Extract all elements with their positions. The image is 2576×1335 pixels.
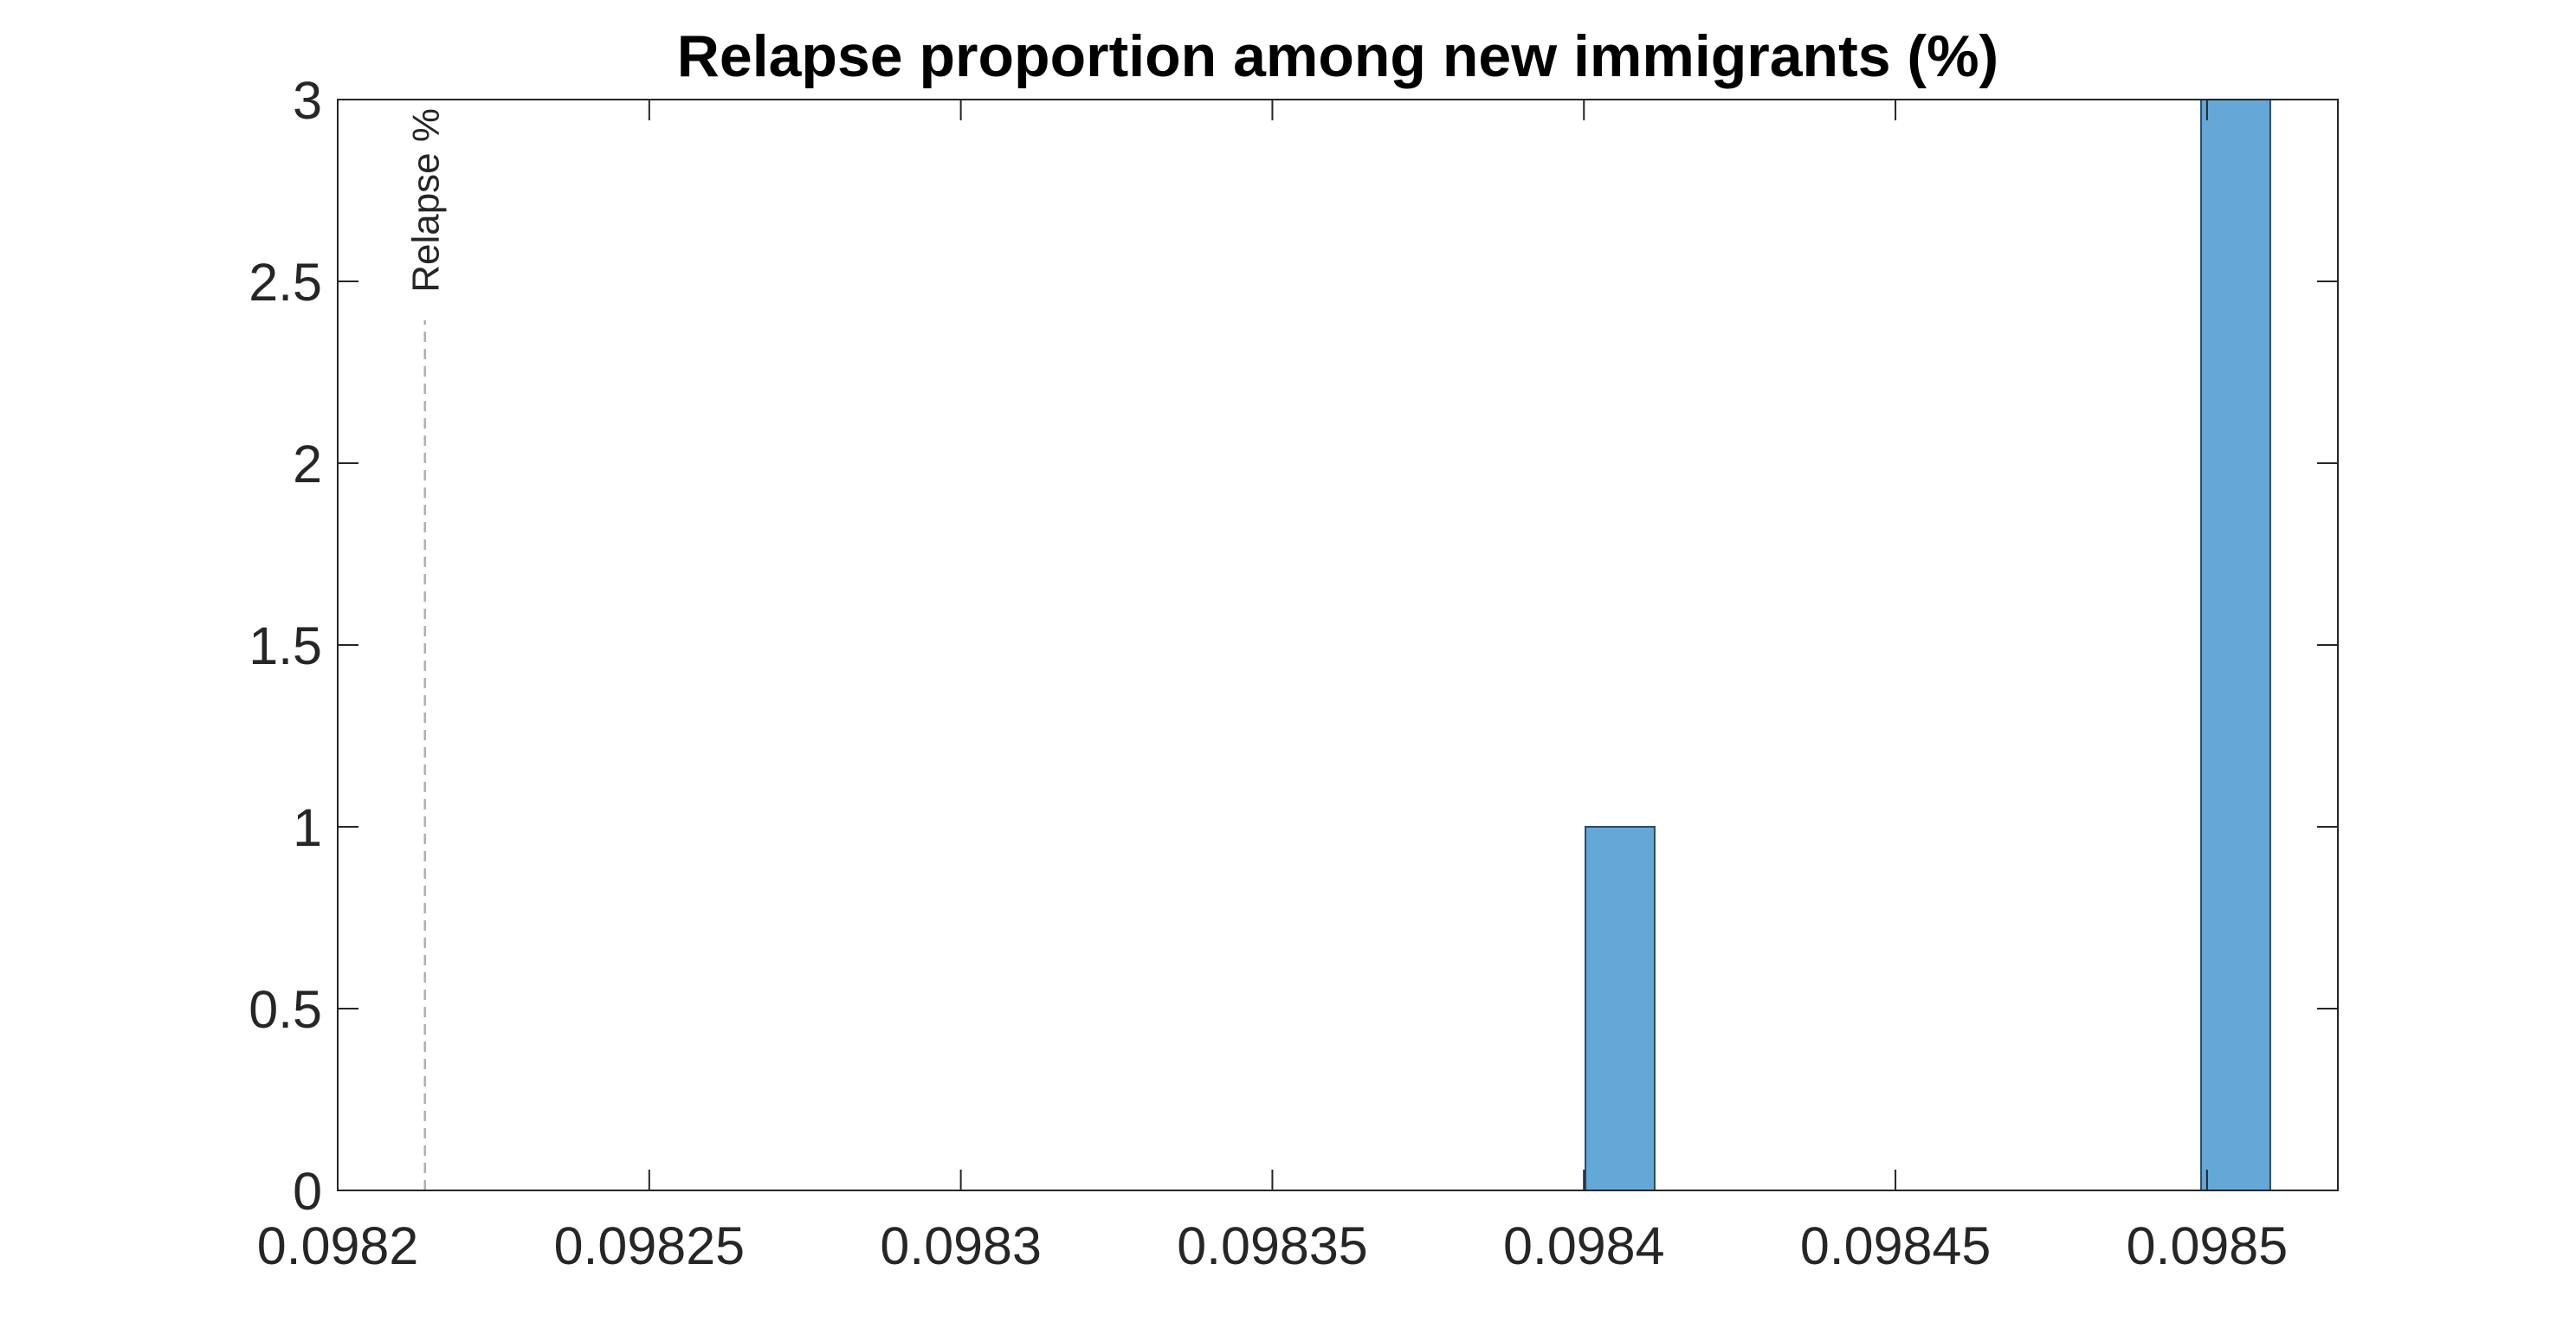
x-tick-label: 0.0984 [1503,1216,1665,1275]
y-tick-label: 0.5 [249,980,322,1039]
y-tick-label: 1.5 [249,616,322,675]
histogram-bar-2 [2200,99,2271,1191]
reference-line-label: Relapse % [405,108,448,293]
y-tick-label: 2.5 [249,253,322,312]
y-tick-label: 1 [293,798,322,857]
y-tick-label: 2 [293,435,322,493]
plot-area: Relapse % 0.0982 0.09825 0.0983 0.09835 0.098… [249,71,2339,1275]
x-tick-label: 0.0983 [880,1216,1042,1275]
y-tick-label: 3 [293,71,322,130]
x-tick-label: 0.0985 [2127,1216,2289,1275]
x-tick-label: 0.0982 [257,1216,419,1275]
x-tick-label: 0.09825 [554,1216,746,1275]
x-tick-label: 0.09835 [1177,1216,1368,1275]
y-tick-label: 0 [293,1162,322,1221]
x-tick-label: 0.09845 [1800,1216,1992,1275]
histogram-bar-1 [1585,826,1656,1191]
chart-title: Relapse proportion among new immigrants … [677,23,1998,89]
